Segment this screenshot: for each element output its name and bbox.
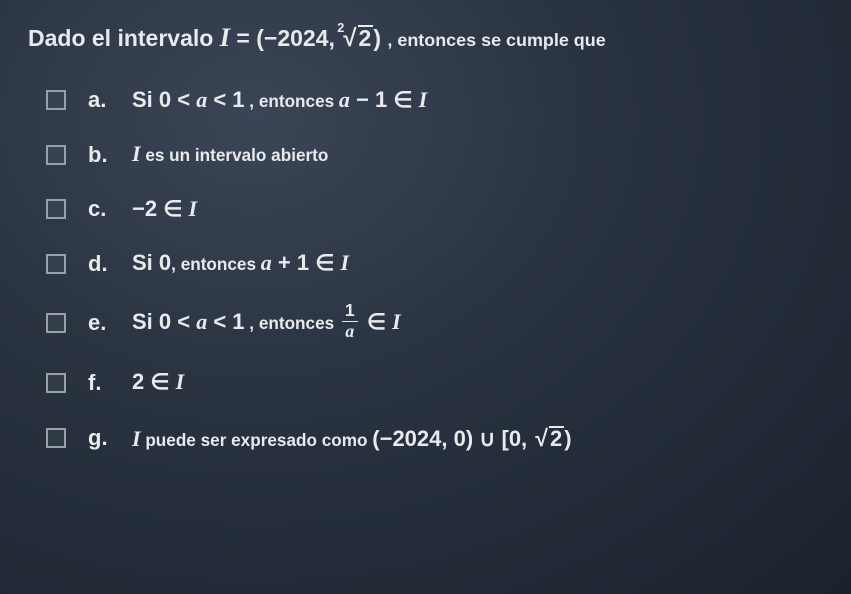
question-container: Dado el intervalo I = (−2024, 2√2) , ent… <box>0 0 851 471</box>
text-segment: 2 ∈ <box>132 369 176 394</box>
equals-sign: = <box>236 25 256 51</box>
text-segment: Si <box>132 250 159 275</box>
math-var: I <box>188 196 197 221</box>
text-segment: < 1 <box>207 309 244 334</box>
option-text: I puede ser expresado como (−2024, 0) ∪ … <box>132 423 572 454</box>
interval-open: (−2024, <box>256 25 341 51</box>
interval-variable: I <box>220 22 230 52</box>
text-segment: + 1 ∈ <box>272 250 341 275</box>
text-segment: 0 <box>159 250 171 275</box>
root-expression: 2√2 <box>341 21 373 57</box>
math-var: a <box>196 309 207 334</box>
math-var: I <box>132 141 141 166</box>
text-segment: , entonces <box>245 91 339 111</box>
option-text: −2 ∈ I <box>132 195 197 224</box>
option-letter: c. <box>88 196 118 222</box>
math-var: I <box>392 309 401 334</box>
option-row: f. 2 ∈ I <box>46 368 823 397</box>
option-row: g. I puede ser expresado como (−2024, 0)… <box>46 423 823 454</box>
option-checkbox[interactable] <box>46 199 66 219</box>
text-segment: − 1 ∈ <box>350 87 419 112</box>
root-index: 2 <box>337 19 344 38</box>
option-letter: f. <box>88 370 118 396</box>
text-segment: < 1 <box>207 87 244 112</box>
interval-close: ) <box>373 25 381 51</box>
option-row: c. −2 ∈ I <box>46 195 823 224</box>
text-segment: , entonces <box>171 254 261 274</box>
radical-symbol: √ <box>535 425 548 451</box>
text-segment: −2 ∈ <box>132 196 188 221</box>
text-segment: ) <box>564 426 571 451</box>
question-prefix: Dado el intervalo <box>28 25 220 51</box>
option-row: b. I es un intervalo abierto <box>46 140 823 169</box>
math-var: I <box>340 250 349 275</box>
math-var: I <box>176 369 185 394</box>
option-checkbox[interactable] <box>46 373 66 393</box>
text-segment: puede ser expresado como <box>141 430 373 450</box>
option-row: a. Si 0 < a < 1 , entonces a − 1 ∈ I <box>46 86 823 115</box>
question-suffix: , entonces se cumple que <box>387 30 605 50</box>
option-letter: e. <box>88 310 118 336</box>
question-stem: Dado el intervalo I = (−2024, 2√2) , ent… <box>28 18 823 58</box>
text-segment: 0 < <box>159 309 196 334</box>
option-text: Si 0, entonces a + 1 ∈ I <box>132 249 349 278</box>
option-text: Si 0 < a < 1 , entonces a − 1 ∈ I <box>132 86 427 115</box>
root-expression: √2 <box>533 423 564 454</box>
option-checkbox[interactable] <box>46 90 66 110</box>
option-letter: a. <box>88 87 118 113</box>
text-segment: , entonces <box>245 313 339 333</box>
text-segment: (−2024, 0) ∪ [0, <box>372 426 533 451</box>
math-var: I <box>132 426 141 451</box>
radical-symbol: √ <box>343 25 356 52</box>
math-var: a <box>261 250 272 275</box>
option-checkbox[interactable] <box>46 254 66 274</box>
options-list: a. Si 0 < a < 1 , entonces a − 1 ∈ I b. … <box>28 86 823 454</box>
option-text: Si 0 < a < 1 , entonces 1a ∈ I <box>132 304 401 342</box>
text-segment: ∈ <box>361 309 392 334</box>
fraction-numerator: 1 <box>342 302 358 322</box>
option-letter: g. <box>88 425 118 451</box>
option-checkbox[interactable] <box>46 145 66 165</box>
option-checkbox[interactable] <box>46 313 66 333</box>
text-segment: Si <box>132 309 159 334</box>
math-var: a <box>196 87 207 112</box>
option-checkbox[interactable] <box>46 428 66 448</box>
text-segment: 0 < <box>159 87 196 112</box>
math-var: I <box>419 87 428 112</box>
root-radicand: 2 <box>358 25 374 50</box>
fraction-denominator: a <box>342 322 358 341</box>
math-var: a <box>339 87 350 112</box>
option-row: e. Si 0 < a < 1 , entonces 1a ∈ I <box>46 304 823 342</box>
option-letter: d. <box>88 251 118 277</box>
option-row: d. Si 0, entonces a + 1 ∈ I <box>46 249 823 278</box>
option-letter: b. <box>88 142 118 168</box>
option-text: I es un intervalo abierto <box>132 140 328 169</box>
text-segment: es un intervalo abierto <box>141 145 329 165</box>
text-segment: Si <box>132 87 159 112</box>
fraction: 1a <box>342 302 358 340</box>
option-text: 2 ∈ I <box>132 368 184 397</box>
root-radicand: 2 <box>549 426 564 450</box>
